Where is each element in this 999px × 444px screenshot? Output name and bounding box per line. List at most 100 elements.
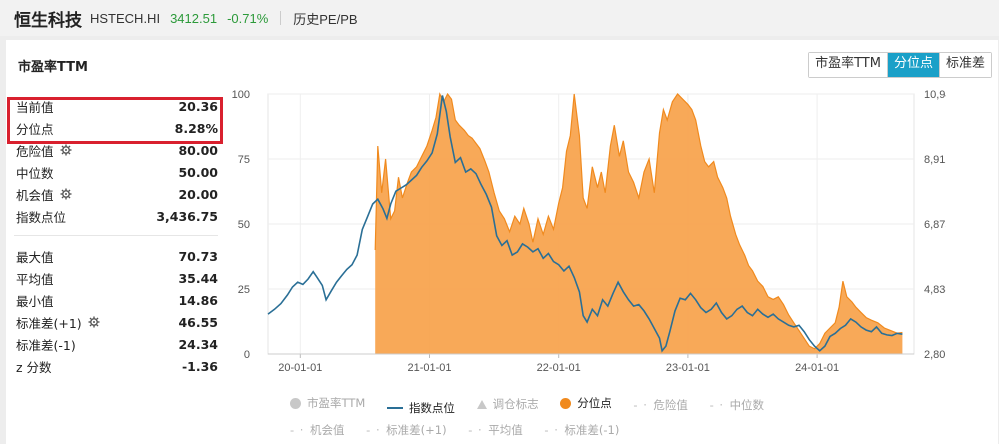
index-price: 3412.51: [170, 10, 218, 26]
tab-std-dev[interactable]: 标准差: [939, 53, 991, 77]
stat-label: 标准差(-1): [16, 335, 76, 354]
stat-row: 当前值 20.36: [14, 95, 218, 117]
legend-row-1: 市盈率TTM 指数点位 调仓标志 分位点 - · 危险值 - · 中位数: [290, 392, 930, 419]
x-tick-label: 21-01-01: [407, 362, 451, 374]
stat-label: 平均值: [16, 269, 54, 288]
index-change: -0.71%: [227, 10, 269, 26]
x-tick-label: 24-01-01: [795, 362, 839, 374]
y-left-tick-label: 100: [232, 89, 250, 101]
legend-index-level[interactable]: 指数点位: [386, 397, 455, 419]
tab-percentile[interactable]: 分位点: [887, 53, 940, 77]
stat-label-text: z 分数: [16, 359, 52, 375]
y-right-tick-label: 2,801: [924, 349, 946, 361]
gear-icon[interactable]: [60, 188, 72, 200]
legend-rebalance-flag[interactable]: 调仓标志: [476, 393, 539, 415]
stat-label-text: 平均值: [16, 271, 54, 287]
stat-value: 80.00: [178, 142, 218, 158]
x-tick-label: 23-01-01: [666, 362, 710, 374]
stat-label-text: 最大值: [16, 249, 54, 265]
legend-std-plus[interactable]: - · 标准差(+1): [366, 419, 446, 441]
legend-triangle-icon: [476, 399, 487, 409]
legend-danger-value[interactable]: - · 危险值: [633, 394, 688, 416]
legend-label: 分位点: [577, 396, 612, 410]
stat-value: 8.28%: [174, 120, 218, 136]
tab-pe-ttm[interactable]: 市盈率TTM: [809, 53, 888, 77]
stat-value: 24.34: [178, 336, 218, 352]
percentile-area: [375, 94, 903, 354]
legend-dash-icon: - ·: [290, 422, 305, 437]
highlight-box: [7, 97, 223, 144]
legend-line-icon: [386, 406, 403, 409]
legend-dash-icon: - ·: [709, 397, 725, 412]
stat-value: -1.36: [181, 358, 218, 374]
legend-median[interactable]: - · 中位数: [710, 394, 765, 416]
gear-icon[interactable]: [88, 316, 100, 328]
legend-dash-icon: - ·: [544, 422, 559, 437]
percentile-line: [374, 92, 903, 350]
index-code: HSTECH.HI: [90, 10, 161, 26]
gear-icon[interactable]: [60, 144, 72, 156]
stat-label-text: 标准差(+1): [16, 315, 82, 331]
stat-label: 分位点: [16, 119, 54, 138]
stat-label: 危险值: [16, 141, 72, 160]
history-pe-pb-link[interactable]: 历史PE/PB: [293, 11, 358, 27]
stat-label: 最大值: [16, 247, 54, 266]
legend-label: 标准差(+1): [386, 422, 447, 437]
stat-label: 当前值: [16, 97, 54, 116]
legend-label: 危险值: [653, 397, 688, 412]
panel-title: 市盈率TTM: [18, 60, 88, 75]
stat-label: 中位数: [16, 163, 54, 182]
stats-bottom-group: 最大值 70.73 平均值 35.44 最小值 14.86 标准差(+1) 46.55 标准差(…: [14, 245, 218, 377]
legend-pe-ttm[interactable]: 市盈率TTM: [290, 392, 365, 414]
stats-top-group: 当前值 20.36 分位点 8.28% 危险值 80.00 中位数 50.00 机会值 20.00…: [14, 95, 218, 227]
legend-opportunity-value[interactable]: - · 机会值: [290, 419, 345, 441]
y-right-tick-label: 8,912: [924, 154, 946, 166]
stat-label-text: 最小值: [16, 293, 54, 309]
stat-value: 50.00: [178, 164, 218, 180]
stat-row: 危险值 80.00: [14, 139, 218, 161]
stat-label: 标准差(+1): [16, 313, 100, 332]
view-tabs: 市盈率TTM 分位点 标准差: [808, 52, 992, 78]
index-level-line: [267, 95, 903, 353]
y-right-tick-label: 6,875: [924, 219, 946, 231]
y-right-tick-label: 10,946: [924, 89, 946, 101]
stat-label-text: 机会值: [16, 187, 54, 203]
legend-label: 指数点位: [408, 400, 455, 415]
legend-std-minus[interactable]: - · 标准差(-1): [544, 419, 619, 441]
stat-row: 标准差(+1) 46.55: [14, 311, 218, 333]
x-tick-label: 22-01-01: [537, 362, 581, 374]
stat-label-text: 危险值: [16, 143, 54, 159]
legend-row-2: - · 机会值 - · 标准差(+1) - · 平均值 - · 标准差(-1): [290, 419, 930, 441]
stat-value: 46.55: [178, 314, 218, 330]
valuation-panel: 市盈率TTM 市盈率TTM 分位点 标准差 当前值 20.36 分位点 8.28% 危险…: [6, 40, 998, 444]
index-header: 恒生科技 HSTECH.HI 3412.51 -0.71% 历史PE/PB: [0, 0, 999, 36]
legend-dot-icon: [290, 397, 301, 409]
stat-row: 平均值 35.44: [14, 267, 218, 289]
stat-value: 20.36: [178, 98, 218, 114]
legend-label: 标准差(-1): [564, 422, 620, 437]
percentile-chart: 100 75 50 25 0 10,946 8,912 6,875 4,838 2,801 20-0…: [232, 89, 946, 374]
stat-value: 20.00: [178, 186, 218, 202]
stat-row: 机会值 20.00: [14, 183, 218, 205]
legend-dash-icon: - ·: [633, 397, 648, 412]
legend-percentile[interactable]: 分位点: [560, 392, 612, 414]
chart-legend: 市盈率TTM 指数点位 调仓标志 分位点 - · 危险值 - · 中位数 - · 机会…: [290, 392, 930, 441]
stat-label: 机会值: [16, 185, 72, 204]
legend-average[interactable]: - · 平均值: [468, 419, 523, 441]
y-left-tick-label: 50: [238, 219, 250, 231]
legend-dot-icon: [560, 397, 572, 409]
stat-row: 最大值 70.73: [14, 245, 218, 267]
legend-label: 机会值: [310, 422, 345, 437]
stat-value: 35.44: [178, 270, 218, 286]
stat-value: 14.86: [178, 292, 218, 308]
stat-row: 最小值 14.86: [14, 289, 218, 311]
legend-dash-icon: - ·: [468, 422, 483, 437]
index-name: 恒生科技: [14, 10, 82, 31]
stat-label-text: 当前值: [16, 99, 54, 115]
legend-label: 调仓标志: [492, 397, 539, 411]
stat-row: z 分数 -1.36: [14, 355, 218, 377]
legend-dash-icon: - ·: [366, 422, 381, 437]
stat-value: 3,436.75: [156, 208, 218, 224]
stat-row: 分位点 8.28%: [14, 117, 218, 139]
